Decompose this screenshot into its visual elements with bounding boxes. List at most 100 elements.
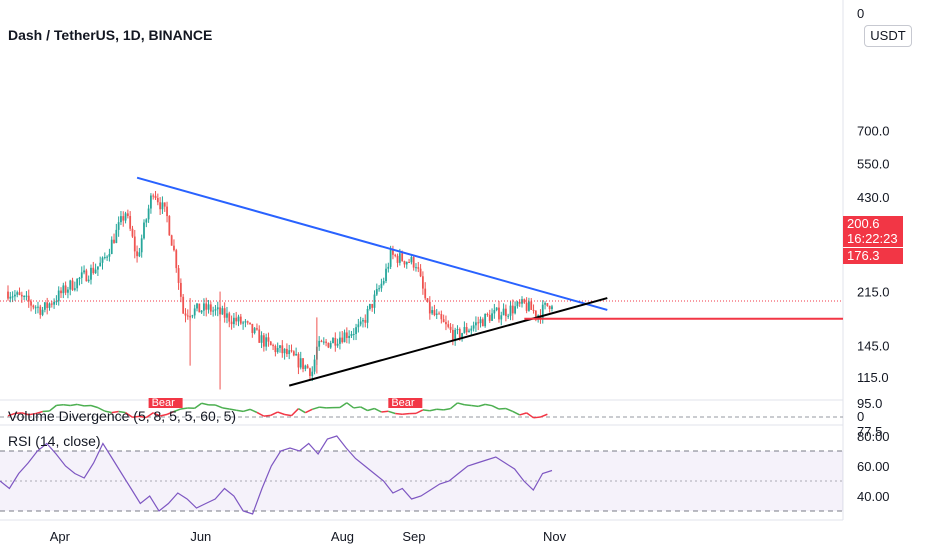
candle [454,328,456,346]
candle-body [468,331,470,333]
rsi-axis-tick-label: 40.00 [857,489,890,504]
candle-body [122,216,124,220]
candle [109,249,111,262]
candle-body [330,343,332,347]
candle-body [215,309,217,310]
candle [549,306,551,313]
candle [118,216,120,236]
unit-selector-button[interactable]: USDT [864,25,912,47]
candle [35,305,37,314]
candle-body [339,338,341,344]
candle-body [519,302,521,304]
candle-body [523,299,525,303]
candle [325,339,327,346]
candle-body [434,310,436,315]
candle-body [136,251,138,256]
candle-body [293,351,295,355]
candle-body [265,337,267,346]
candle-body [503,309,505,316]
vd-segment [77,404,84,405]
candle-body [424,289,426,299]
candle-body [298,354,300,368]
candle [447,320,449,328]
time-axis-tick-label: Aug [331,529,354,544]
candle-body [115,230,117,243]
candle [192,315,194,318]
candle [274,345,276,357]
candle [533,304,535,313]
candle [208,300,210,314]
candle [111,236,113,254]
volume-divergence-label: Volume Divergence (5, 8, 5, 5, 60, 5) [8,408,236,424]
candle [332,337,334,343]
candle [470,326,472,335]
candle [355,324,357,340]
candle [196,303,198,311]
candle-body [487,314,489,315]
candle [210,302,212,315]
candle-body [447,324,449,327]
candle [12,291,14,302]
candle-body [72,281,74,290]
candle-body [242,322,244,323]
candle [498,301,500,323]
rsi-label: RSI (14, close) [8,433,101,449]
candle [443,315,445,323]
candle-body [367,309,369,323]
candle-body [383,281,385,284]
vd-segment [56,405,63,406]
candle [67,287,69,298]
candle [95,264,97,274]
vd-segment [499,409,506,410]
candle [141,235,143,258]
candle-body [245,321,247,322]
candle [242,321,244,330]
candle [23,295,25,300]
vd-segment [298,409,305,413]
candle-body [286,349,288,354]
candle-body [185,314,187,316]
candle [551,305,553,312]
candle-body [408,262,410,263]
candle [457,325,459,334]
candle-body [145,219,147,222]
candle [293,350,295,356]
candle [422,271,424,294]
candle-body [422,276,424,288]
candle [185,308,187,322]
candle [159,197,161,215]
candle [132,226,134,238]
vd-segment [457,403,464,405]
candle-body [477,322,479,323]
candle-body [141,238,143,252]
candle [37,302,39,314]
candle-body [228,313,230,321]
candle-body [235,318,237,322]
candle [321,340,323,343]
candle-body [192,315,194,316]
candle [300,352,302,370]
candle [65,282,67,296]
candle [542,300,544,323]
candle-body [182,297,184,314]
vd-segment [416,410,423,413]
candle-body [203,303,205,310]
candle-body [381,284,383,289]
vd-segment [451,403,458,409]
candle-body [7,292,9,299]
candle-body [162,202,164,209]
candle [99,257,101,267]
candle-body [104,257,106,258]
candle-body [314,360,316,372]
candle [180,278,182,302]
candle [92,262,94,275]
candle [484,313,486,328]
candle [235,312,237,325]
candle-body [362,320,364,321]
candle [463,321,465,333]
candle-body [180,283,182,297]
candle [466,323,468,335]
candle-body [143,223,145,239]
